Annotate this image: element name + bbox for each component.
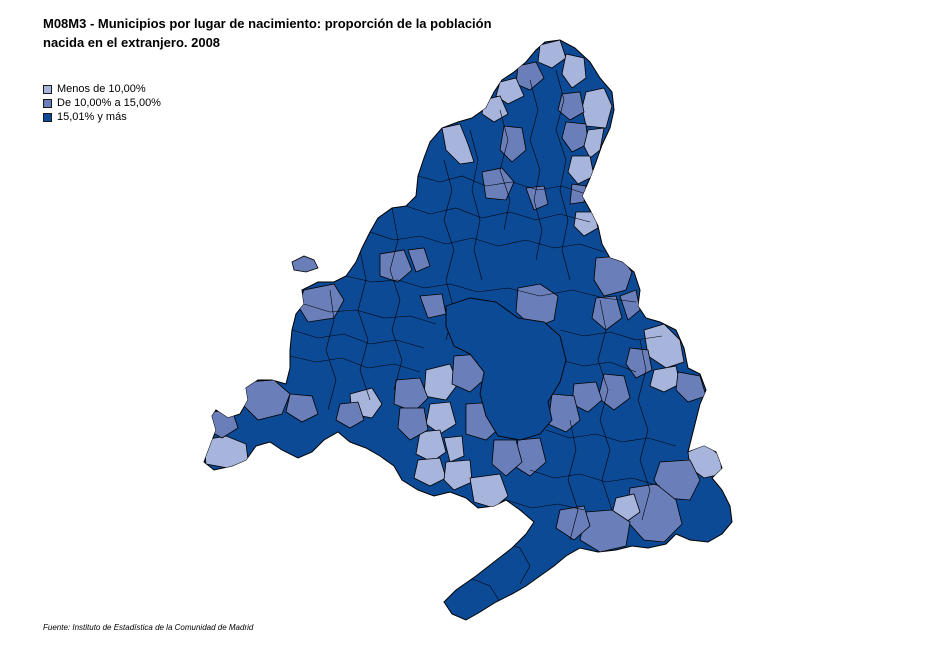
municipality-boundaries bbox=[289, 69, 677, 603]
map-title: M08M3 - Municipios por lugar de nacimien… bbox=[43, 14, 563, 52]
municipality-north-15 bbox=[573, 211, 599, 237]
municipality-north-6 bbox=[557, 91, 585, 121]
municipality-south-9 bbox=[491, 439, 523, 477]
municipality-west-9 bbox=[407, 247, 431, 273]
municipality-west-3 bbox=[285, 393, 319, 423]
municipality-west-7 bbox=[335, 401, 365, 429]
municipality-south-11 bbox=[393, 377, 429, 413]
municipality-north-14 bbox=[569, 183, 587, 205]
municipality-southeast-2 bbox=[653, 459, 701, 501]
municipality-north-16 bbox=[525, 185, 549, 211]
municipality-east-2 bbox=[591, 295, 623, 331]
legend-swatch-mid bbox=[43, 98, 52, 108]
source-note: Fuente: Instituto de Estadística de la C… bbox=[43, 623, 254, 632]
municipality-south-8 bbox=[443, 459, 473, 491]
map-title-line-2: nacida en el extranjero. 2008 bbox=[43, 35, 221, 50]
municipality-east-3 bbox=[619, 289, 641, 321]
municipality-east-8 bbox=[675, 371, 707, 403]
legend-swatch-high bbox=[43, 112, 52, 122]
municipality-east-4 bbox=[515, 283, 559, 329]
municipality-north-8 bbox=[561, 121, 589, 153]
map-legend: Menos de 10,00% De 10,00% a 15,00% 15,01… bbox=[43, 82, 161, 124]
municipality-madrid-capital bbox=[445, 297, 567, 441]
municipality-north-9 bbox=[583, 127, 605, 159]
municipality-north-12 bbox=[567, 155, 595, 185]
legend-item-mid: De 10,00% a 15,00% bbox=[43, 96, 161, 110]
municipality-south-10 bbox=[469, 473, 509, 509]
municipality-southeast-6 bbox=[555, 505, 591, 541]
legend-label-low: Menos de 10,00% bbox=[57, 83, 146, 95]
legend-label-mid: De 10,00% a 15,00% bbox=[57, 97, 161, 109]
municipality-south-12 bbox=[397, 407, 429, 441]
legend-swatch-low bbox=[43, 84, 52, 94]
municipality-north-4 bbox=[495, 77, 525, 105]
municipality-west-8 bbox=[379, 249, 413, 283]
municipality-south-5 bbox=[415, 429, 447, 463]
legend-item-low: Menos de 10,00% bbox=[43, 82, 161, 96]
municipality-south-6 bbox=[443, 435, 465, 463]
map-title-line-1: M08M3 - Municipios por lugar de nacimien… bbox=[43, 16, 492, 31]
municipality-north-10 bbox=[441, 123, 475, 165]
municipality-north-1 bbox=[537, 40, 567, 69]
legend-label-high: 15,01% y más bbox=[57, 111, 127, 123]
municipality-north-2 bbox=[561, 53, 587, 89]
legend-item-high: 15,01% y más bbox=[43, 110, 161, 124]
municipality-south-7 bbox=[413, 457, 447, 487]
municipality-east-7 bbox=[649, 365, 681, 393]
municipality-exclave bbox=[291, 255, 319, 273]
